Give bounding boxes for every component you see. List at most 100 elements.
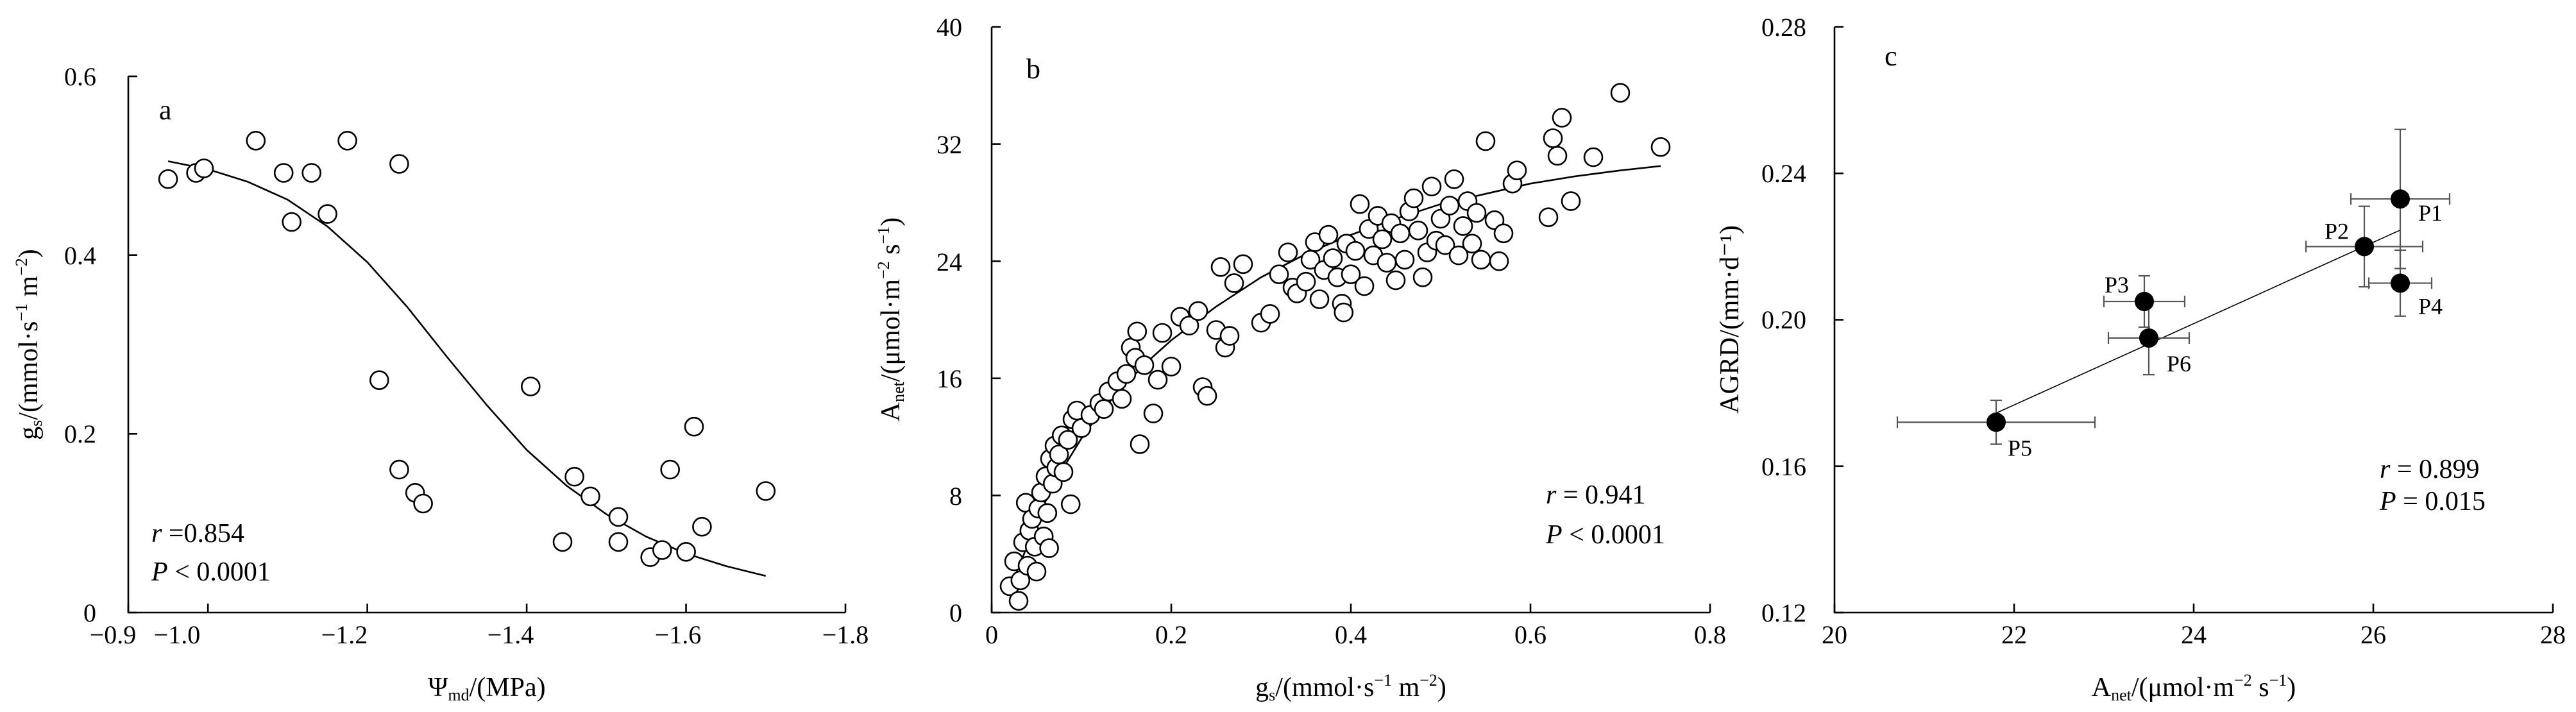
- panel-c-y-axis-title: AGRD/(mm·d⁻¹): [1715, 225, 1745, 414]
- panel-b-data-point: [1318, 225, 1339, 245]
- panel-c-error-bars: [1896, 128, 2451, 445]
- panel-b-data-point: [1197, 386, 1217, 406]
- panel-b-data-point: [1489, 251, 1509, 271]
- panel-a-data-point: [520, 377, 541, 396]
- panel-c-xtick-label: 20: [1822, 620, 1847, 649]
- panel-a-points: [158, 131, 776, 567]
- panel-a-xtick-label: −1.4: [487, 620, 534, 649]
- panel-b-data-point: [1341, 264, 1361, 285]
- panel-b-data-point: [1561, 191, 1581, 211]
- panel-c-data-point: [2139, 328, 2158, 348]
- panel-b-data-point: [1026, 561, 1047, 582]
- panel-c-ticks: [1833, 26, 2554, 614]
- panel-b-data-point: [1161, 357, 1182, 377]
- panel-b-data-point: [1471, 250, 1491, 270]
- panel-a-data-point: [194, 158, 214, 178]
- panel-a-r-stat: r =0.854: [151, 519, 244, 548]
- panel-a-fit-path: [167, 160, 767, 577]
- panel-b-ytick-label: 24: [936, 248, 962, 276]
- panel-b-data-point: [1127, 321, 1148, 342]
- panel-b-ytick-label: 8: [949, 482, 962, 511]
- panel-b-xtick-label: 0.4: [1335, 620, 1367, 649]
- panel-c-data-point: [2135, 291, 2154, 311]
- panel-b-data-point: [1152, 323, 1173, 343]
- panel-a-data-point: [692, 516, 712, 537]
- panel-b: b 0 0.2 0.4 0.6 0.8 0 8 16 24 32 40 gs/(…: [874, 13, 1726, 704]
- panel-b-data-point: [1334, 302, 1354, 323]
- panel-b-data-point: [1435, 235, 1455, 255]
- panel-a-y-axis-title: gs/(mmol·s−1 m−2): [12, 249, 46, 440]
- panel-a-xtick-label: −1.6: [655, 620, 702, 649]
- panel-a-ytick-label: 0.2: [64, 420, 96, 448]
- panel-a-data-point: [282, 212, 302, 232]
- panel-c-ytick-label: 0.16: [1761, 452, 1806, 481]
- panel-b-data-point: [1439, 196, 1460, 216]
- panel-c-ytick-label: 0.20: [1761, 305, 1806, 334]
- panel-a-xtick-label: −0.9: [90, 620, 137, 649]
- panel-b-data-point: [1143, 403, 1164, 423]
- panel-b-data-point: [1408, 220, 1428, 241]
- panel-a-data-point: [318, 204, 337, 224]
- panel-b-data-point: [1421, 176, 1442, 197]
- panel-b-ytick-label: 32: [936, 130, 962, 159]
- panel-a-xtick-label: −1.0: [154, 620, 201, 649]
- panel-b-r-stat: r = 0.941: [1546, 480, 1646, 510]
- panel-b-data-point: [1547, 146, 1568, 166]
- panel-a-data-point: [684, 416, 704, 437]
- panel-c-ytick-label: 0.12: [1761, 598, 1806, 627]
- panel-c-xtick-label: 24: [2181, 620, 2207, 649]
- panel-b-data-point: [1390, 223, 1411, 244]
- panel-b-data-point: [1188, 301, 1208, 321]
- panel-c-x-axis-title: Anet/(μmol·m−2 s−1): [2092, 671, 2296, 704]
- panel-b-data-point: [1058, 430, 1078, 450]
- panel-b-data-point: [1278, 242, 1298, 262]
- panel-c-point-label: P6: [2167, 351, 2191, 377]
- panel-b-data-point: [1543, 128, 1563, 148]
- panel-b-data-point: [1538, 207, 1559, 228]
- panel-a-data-point: [413, 493, 433, 514]
- panel-a-data-point: [158, 169, 178, 189]
- panel-a-axes: [127, 76, 845, 614]
- panel-b-data-point: [1148, 369, 1168, 390]
- panel-b-ytick-label: 40: [936, 13, 962, 42]
- panel-b-points: [999, 83, 1671, 611]
- panel-c-xtick-label: 22: [2001, 620, 2027, 649]
- panel-b-data-point: [1053, 462, 1074, 482]
- panel-c-data-point: [2355, 237, 2374, 257]
- panel-b-data-point: [1130, 434, 1150, 454]
- panel-b-p-stat: P < 0.0001: [1545, 520, 1665, 550]
- panel-c-axes: [1833, 27, 2553, 614]
- panel-b-x-axis-title: gs/(mmol·s−1 m−2): [1255, 671, 1446, 704]
- panel-b-data-point: [1650, 137, 1671, 157]
- panel-a-label: a: [159, 94, 172, 126]
- panel-a-data-point: [564, 466, 584, 487]
- panel-a-xtick-label: −1.2: [321, 620, 368, 649]
- panel-b-data-point: [1179, 316, 1199, 335]
- panel-b-data-point: [1224, 273, 1244, 293]
- panel-b-y-axis-title: Anet/(μmol·m−2 s−1): [874, 217, 908, 421]
- panel-c-r-stat: r = 0.899: [2380, 455, 2480, 484]
- panel-b-xtick-label: 0.2: [1155, 620, 1187, 649]
- panel-b-xtick-label: 0.6: [1514, 620, 1546, 649]
- panel-a-ytick-label: 0.4: [64, 241, 96, 270]
- panel-b-data-point: [1354, 276, 1375, 296]
- panel-a-ytick-label: 0: [83, 598, 96, 627]
- panel-a-fit-curve: [167, 160, 767, 577]
- panel-a: a −0.9 −1.0 −1.2 −1.4 −1.6 −1.8 0 0.2 0.…: [12, 62, 869, 704]
- panel-a-x-axis-title: Ψmd/(MPa): [428, 673, 545, 704]
- panel-b-data-point: [1403, 188, 1424, 208]
- panel-a-data-point: [756, 481, 776, 501]
- panel-b-data-point: [1094, 399, 1114, 420]
- panel-c-ytick-label: 0.24: [1761, 159, 1806, 188]
- panel-a-data-point: [660, 459, 680, 480]
- panel-b-data-point: [1412, 267, 1433, 287]
- panel-a-data-point: [676, 541, 696, 562]
- panel-b-data-point: [1210, 257, 1231, 277]
- panel-b-data-point: [1493, 223, 1514, 244]
- panel-c-ytick-label: 0.28: [1761, 13, 1806, 42]
- panel-c-points: P1 P2 P3 P4 P5 P6: [1987, 189, 2443, 461]
- panel-a-data-point: [337, 131, 357, 151]
- panel-c-data-point: [2391, 273, 2410, 293]
- panel-c-fit-path: [1996, 229, 2401, 414]
